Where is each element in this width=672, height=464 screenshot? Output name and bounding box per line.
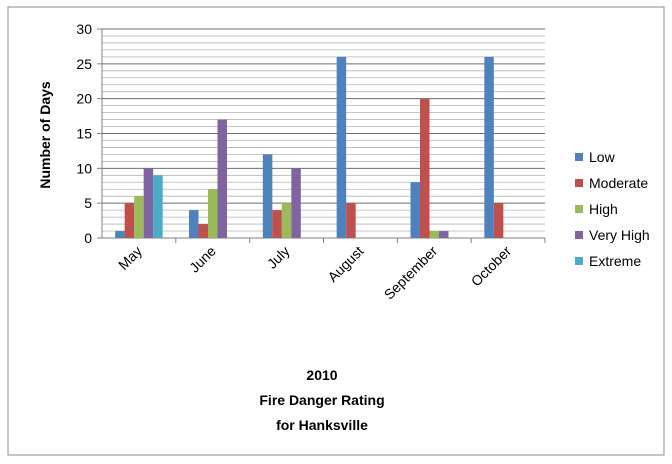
bar-moderate-may — [124, 203, 135, 238]
legend-swatch-low — [575, 153, 583, 161]
bar-moderate-july — [272, 210, 282, 238]
legend: Low Moderate High Very High Extreme — [575, 149, 650, 269]
chart-title-line-2: Fire Danger Rating — [259, 392, 384, 408]
bar-moderate-june — [198, 224, 208, 238]
y-tick-label: 5 — [84, 195, 92, 211]
y-tick-label: 15 — [76, 126, 92, 142]
y-tick-label: 25 — [76, 56, 92, 72]
bar-low-july — [262, 154, 273, 238]
legend-swatch-high — [575, 205, 583, 213]
bar-low-september — [410, 182, 420, 238]
bar-high-september — [429, 231, 439, 238]
bar-low-may — [115, 231, 125, 238]
bar-moderate-october — [493, 203, 504, 238]
y-axis-label: Number of Days — [37, 81, 53, 189]
bar-high-june — [208, 189, 218, 238]
bar-very-high-may — [143, 168, 154, 238]
axes — [97, 28, 546, 243]
y-tick-label: 30 — [76, 21, 92, 37]
y-tick-label: 0 — [84, 230, 92, 246]
legend-label-low: Low — [589, 149, 616, 165]
legend-label-very-high: Very High — [589, 227, 650, 243]
chart-title: 2010 Fire Danger Rating for Hanksville — [259, 367, 384, 433]
gridlines — [102, 28, 545, 232]
bar-moderate-september — [420, 98, 430, 239]
bar-very-high-june — [217, 119, 227, 238]
legend-label-moderate: Moderate — [589, 175, 648, 191]
legend-label-extreme: Extreme — [589, 253, 641, 269]
y-tick-label: 20 — [76, 91, 92, 107]
legend-swatch-very-high — [575, 231, 583, 239]
bar-moderate-august — [346, 203, 356, 238]
bars — [115, 56, 504, 239]
legend-swatch-moderate — [575, 179, 583, 187]
chart-title-line-1: 2010 — [306, 367, 337, 383]
y-tick-label: 10 — [76, 160, 92, 176]
bar-high-july — [281, 203, 292, 238]
bar-high-may — [134, 196, 144, 238]
bar-low-october — [484, 56, 494, 238]
bar-low-august — [336, 56, 347, 238]
bar-extreme-may — [153, 175, 163, 238]
bar-very-high-july — [291, 168, 301, 238]
bar-very-high-september — [439, 231, 449, 238]
chart-title-line-3: for Hanksville — [276, 417, 368, 433]
legend-swatch-extreme — [575, 257, 583, 265]
bar-low-june — [189, 210, 199, 238]
legend-label-high: High — [589, 201, 618, 217]
